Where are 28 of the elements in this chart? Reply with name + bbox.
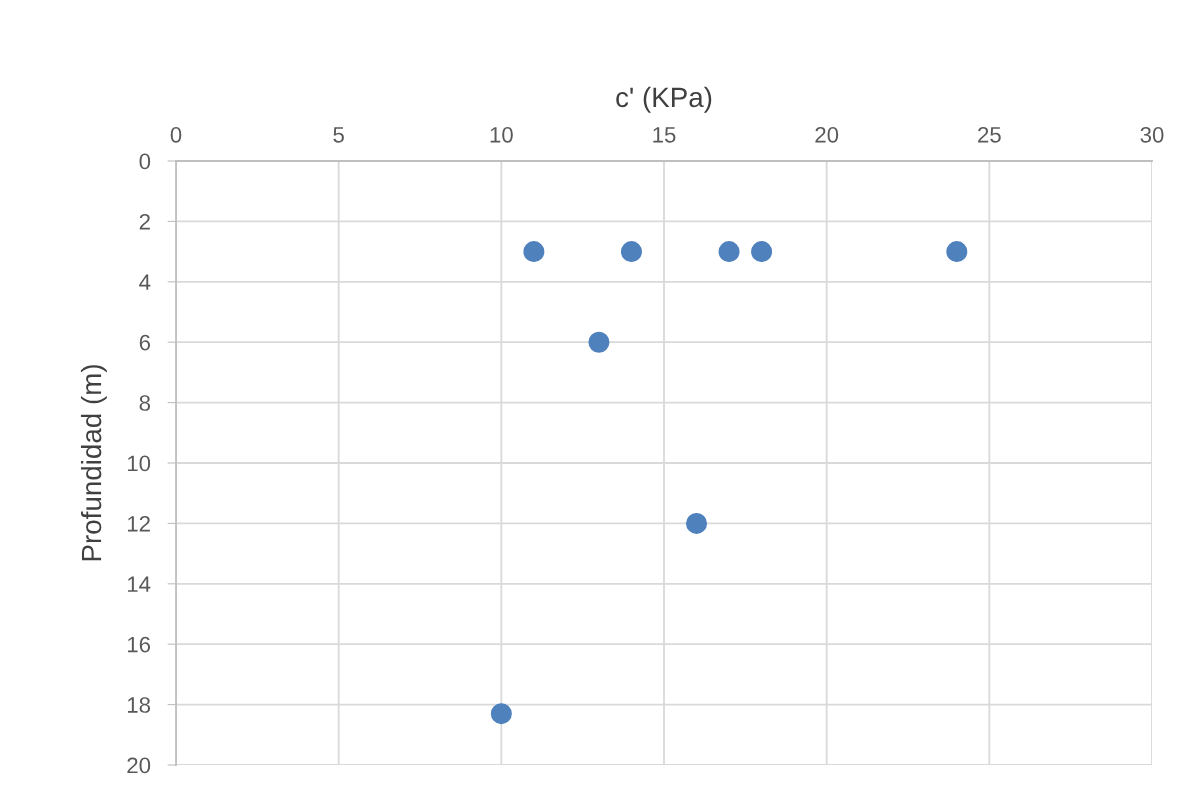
y-tick-label: 14	[127, 576, 151, 592]
y-tick-label: 12	[127, 515, 150, 532]
y-tick-label: 8	[139, 395, 151, 411]
y-tick-label: 2	[139, 213, 150, 230]
x-tick-label: 5	[333, 127, 344, 143]
y-tick-label: 6	[139, 334, 151, 351]
y-tick-label: 10	[127, 455, 151, 472]
x-tick-label: 20	[815, 126, 839, 143]
y-tick-label: 20	[127, 757, 151, 774]
x-tick-label: 10	[490, 126, 513, 143]
point	[718, 241, 740, 263]
x-tick-label: 25	[978, 126, 1001, 143]
point	[588, 331, 610, 353]
x-tick-label: 30	[1140, 126, 1164, 143]
point	[490, 703, 512, 725]
point	[946, 241, 968, 263]
point	[523, 241, 545, 263]
y-axis-title: Profundidad (m)	[80, 365, 107, 561]
x-tick-label: 0	[170, 126, 182, 143]
y-tick-label: 16	[127, 636, 151, 653]
y-tick-label: 4	[139, 274, 151, 290]
y-tick-label: 18	[127, 697, 151, 713]
point	[686, 512, 708, 534]
y-tick-label: 0	[139, 153, 151, 170]
point	[620, 241, 642, 263]
point	[751, 241, 773, 263]
x-axis-title: c' (KPa)	[616, 86, 712, 113]
x-tick-label: 15	[653, 127, 676, 143]
